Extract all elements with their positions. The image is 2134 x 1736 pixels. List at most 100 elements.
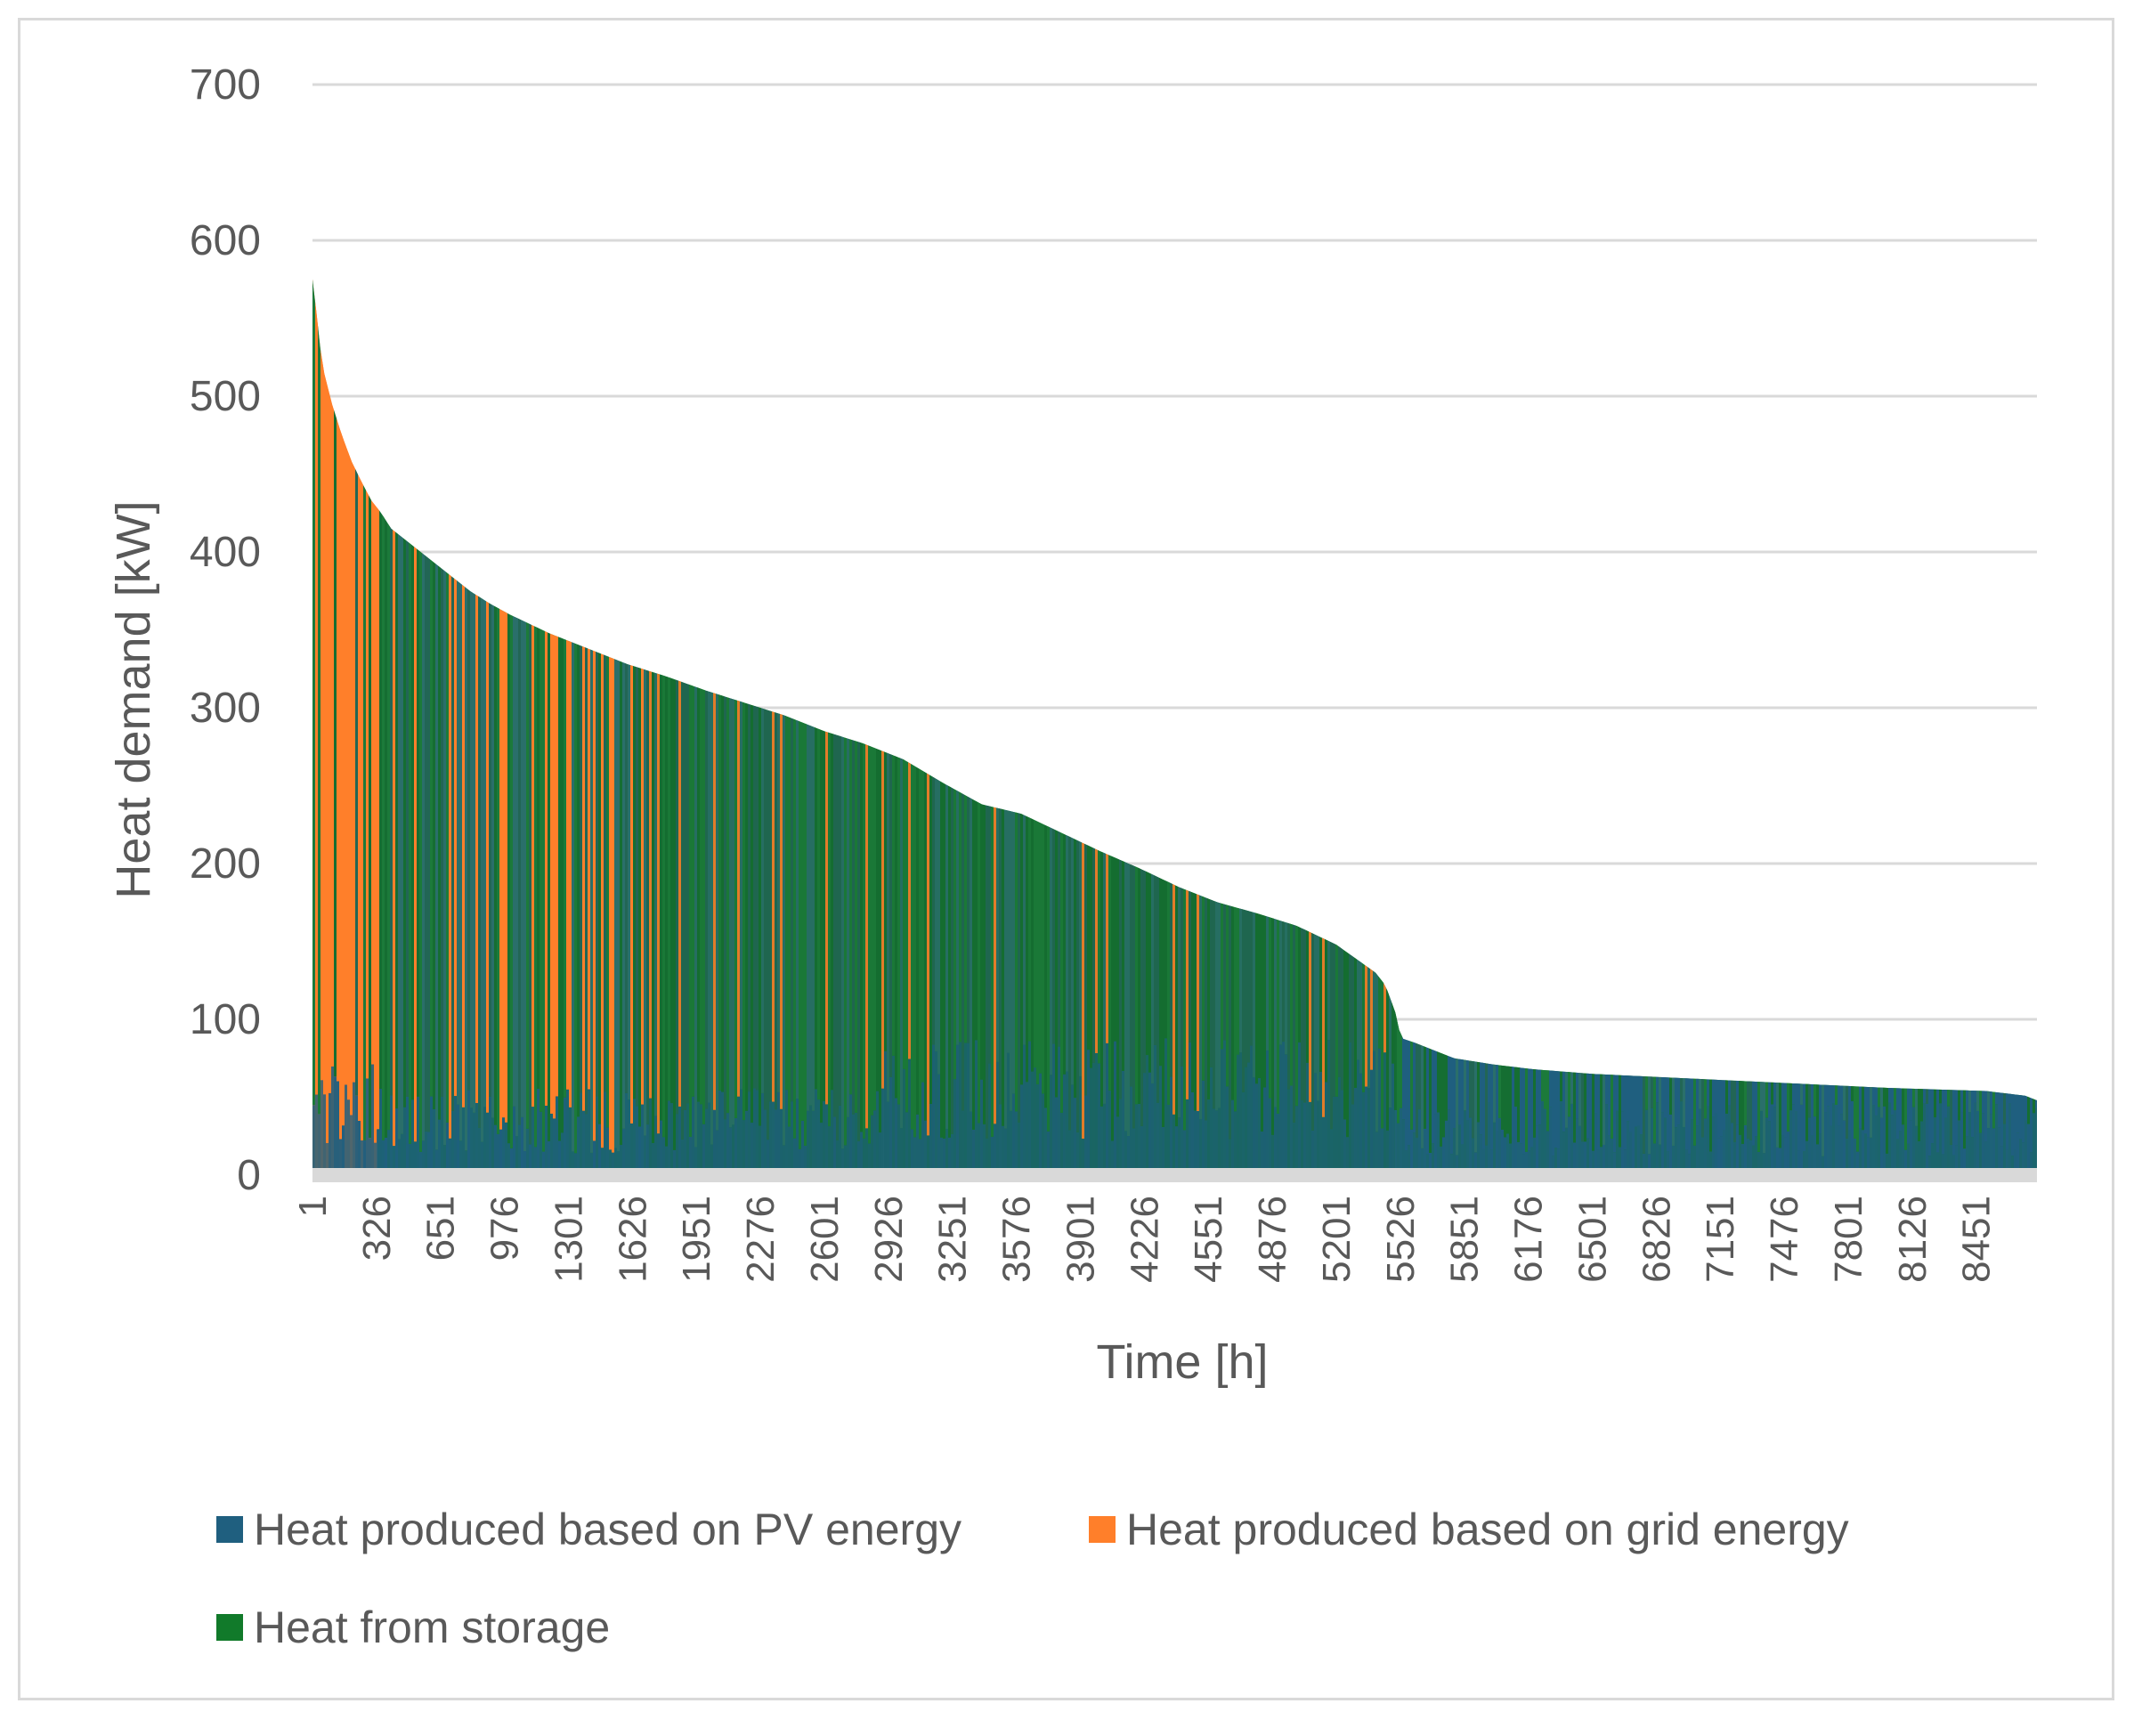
grid-segment (569, 279, 572, 1107)
pv-segment (833, 1116, 836, 1175)
pv-segment (1426, 1154, 1429, 1175)
pv-segment (537, 1089, 540, 1175)
storage-segment (1314, 279, 1317, 1074)
pv-segment (1552, 1156, 1554, 1175)
pv-segment (1982, 1113, 1984, 1175)
storage-segment (1506, 279, 1509, 1134)
pv-segment (1135, 1104, 1138, 1175)
pv-segment (732, 1124, 734, 1175)
pv-segment (331, 1066, 334, 1175)
pv-segment (1570, 1103, 1573, 1175)
pv-segment (1239, 1052, 1242, 1175)
pv-segment (1410, 1129, 1413, 1175)
pv-segment (1755, 1136, 1757, 1175)
pv-segment (903, 1068, 905, 1175)
storage-segment (1239, 279, 1242, 1053)
pv-segment (1787, 1131, 1789, 1175)
pv-segment (1554, 1148, 1557, 1175)
pv-segment (1207, 1099, 1210, 1175)
pv-segment (1453, 1128, 1456, 1175)
pv-segment (769, 1101, 772, 1175)
pv-segment (326, 1142, 329, 1175)
pv-segment (617, 1151, 620, 1175)
legend-swatch-pv (216, 1516, 243, 1543)
grid-segment (486, 279, 489, 1113)
storage-segment (1461, 279, 1464, 1145)
pv-segment (1557, 1148, 1560, 1175)
storage-segment (1394, 279, 1397, 1110)
storage-segment (478, 279, 481, 1128)
storage-segment (425, 279, 427, 1132)
pv-segment (582, 1110, 585, 1175)
grid-segment (345, 279, 347, 1085)
storage-segment (574, 279, 577, 1154)
pv-segment (660, 1120, 662, 1175)
pv-segment (1237, 1054, 1239, 1175)
x-tick-label: 4876 (1251, 1196, 1294, 1283)
storage-segment (1728, 279, 1731, 1106)
pv-segment (1530, 1147, 1533, 1175)
x-tick-label: 4226 (1123, 1196, 1166, 1283)
storage-segment (515, 279, 518, 1137)
pv-segment (1413, 1132, 1416, 1175)
pv-segment (1629, 1132, 1632, 1175)
grid-segment (361, 279, 363, 1140)
storage-segment (1894, 279, 1896, 1111)
storage-segment (668, 279, 670, 1101)
pv-segment (457, 1104, 459, 1175)
pv-segment (1797, 1150, 1800, 1175)
pv-segment (1221, 1049, 1223, 1175)
pv-segment (1573, 1142, 1576, 1175)
pv-segment (668, 1100, 670, 1175)
storage-segment (1795, 279, 1797, 1111)
storage-segment (1643, 279, 1645, 1154)
pv-segment (315, 1094, 318, 1175)
pv-segment (1851, 1100, 1854, 1175)
storage-segment (1950, 279, 1952, 1145)
pv-segment (566, 1089, 569, 1175)
storage-segment (692, 279, 694, 1097)
storage-segment (1362, 279, 1365, 1092)
storage-segment (489, 279, 491, 1097)
pv-segment (1301, 1099, 1303, 1175)
y-tick-label: 200 (190, 840, 261, 888)
pv-segment (489, 1096, 491, 1175)
storage-segment (1354, 279, 1357, 1088)
storage-segment (510, 279, 513, 1148)
pv-segment (1181, 1066, 1183, 1175)
pv-segment (1760, 1110, 1763, 1175)
pv-segment (572, 1151, 574, 1175)
storage-segment (625, 279, 628, 1093)
grid-segment (347, 279, 350, 1100)
storage-segment (1928, 279, 1931, 1156)
storage-segment (1367, 279, 1370, 1089)
pv-segment (1258, 1077, 1261, 1175)
storage-segment (1421, 279, 1424, 1148)
storage-segment (473, 279, 475, 1113)
pv-segment (1028, 1041, 1031, 1175)
pv-segment (1958, 1120, 1960, 1175)
pv-segment (953, 1079, 956, 1175)
storage-segment (705, 279, 708, 1109)
pv-segment (1381, 1128, 1383, 1175)
pv-segment (839, 1105, 841, 1175)
grid-segment (588, 279, 590, 1090)
pv-segment (1044, 1107, 1047, 1175)
pv-segment (1063, 1074, 1066, 1175)
storage-segment (1520, 279, 1522, 1144)
pv-segment (823, 1100, 825, 1175)
pv-segment (1976, 1110, 1979, 1175)
pv-segment (1688, 1154, 1691, 1175)
pv-segment (1090, 1067, 1092, 1175)
legend-swatch-storage (216, 1614, 243, 1641)
pv-segment (1015, 1111, 1018, 1175)
pv-segment (1747, 1138, 1749, 1175)
pv-segment (1261, 1131, 1263, 1175)
storage-segment (1351, 279, 1354, 1105)
storage-segment (470, 279, 473, 1108)
pv-segment (1862, 1130, 1864, 1175)
pv-segment (788, 1126, 791, 1175)
chart-canvas: 0 100 200 300 400 500 600 700 1 326 651 976 1301 162… (107, 61, 2037, 1652)
grid-segment (339, 279, 342, 1140)
pv-segment (702, 1124, 705, 1175)
